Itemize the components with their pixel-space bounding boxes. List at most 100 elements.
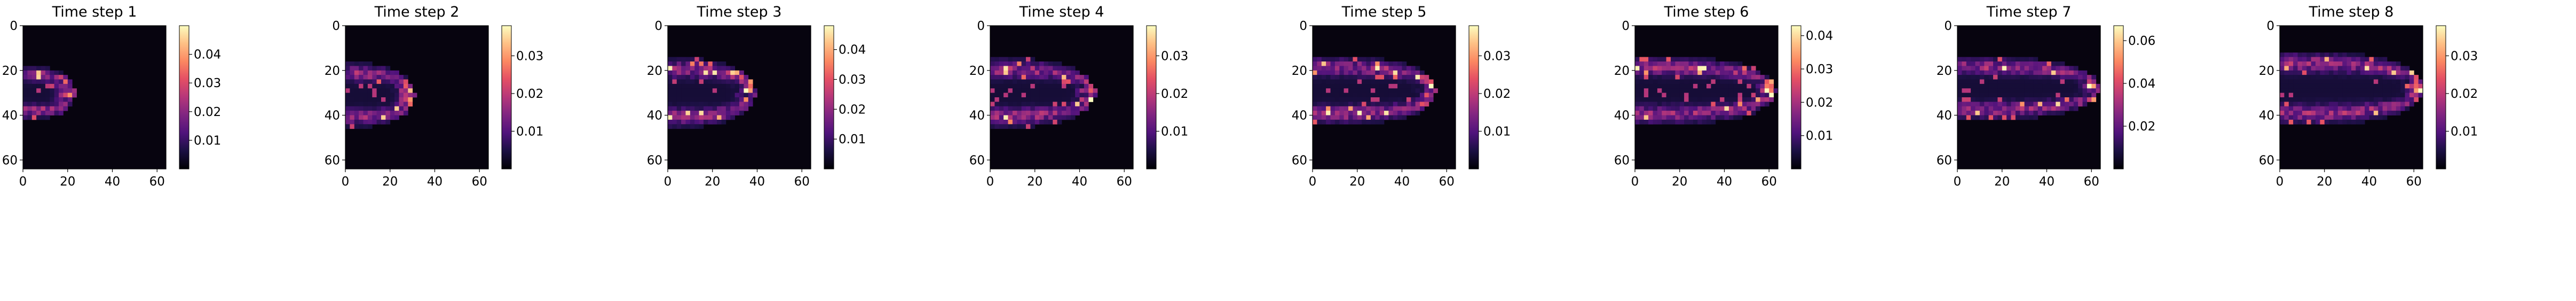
heatmap-cell xyxy=(1411,102,1416,107)
x-tick-label: 0 xyxy=(342,175,350,189)
heatmap-cell xyxy=(676,92,682,98)
heatmap-cell xyxy=(2320,111,2325,115)
heatmap-cell xyxy=(2320,106,2325,111)
heatmap-cell xyxy=(2091,92,2097,98)
heatmap-cell xyxy=(2297,83,2303,89)
heatmap-cell xyxy=(1026,57,1031,62)
heatmap-cell xyxy=(1344,83,1349,89)
heatmap-cell xyxy=(1313,70,1317,75)
heatmap-cell xyxy=(2046,70,2052,75)
heatmap-cell xyxy=(1684,102,1689,107)
heatmap-cell xyxy=(1388,61,1394,66)
heatmap-cell xyxy=(36,92,41,98)
heatmap-cell xyxy=(385,83,391,89)
heatmap-cell xyxy=(1079,92,1085,98)
heatmap-cell xyxy=(1984,97,1989,102)
heatmap-cell xyxy=(1975,88,1980,94)
heatmap-cell xyxy=(2320,66,2325,71)
heatmap-cell xyxy=(1053,88,1058,94)
heatmap-cell xyxy=(694,66,700,71)
heatmap-cell xyxy=(50,79,55,84)
heatmap-cell xyxy=(2382,57,2388,62)
heatmap-cell xyxy=(1643,102,1649,107)
heatmap-cell xyxy=(1671,115,1676,120)
heatmap-cell xyxy=(1720,115,1725,120)
y-tick-label: 40 xyxy=(1614,109,1630,123)
heatmap-cell xyxy=(1326,97,1331,102)
heatmap-cell xyxy=(1039,92,1044,98)
heatmap-cell xyxy=(1643,111,1649,115)
heatmap-cell xyxy=(2091,97,2097,102)
heatmap-cell xyxy=(1635,83,1640,89)
heatmap-cell xyxy=(1044,97,1049,102)
heatmap-cell xyxy=(2329,79,2334,84)
heatmap-cell xyxy=(1997,97,2003,102)
heatmap-cell xyxy=(2073,75,2079,80)
heatmap-cell xyxy=(359,119,364,125)
heatmap-cell xyxy=(1724,88,1729,94)
heatmap-cell xyxy=(345,61,350,66)
heatmap-cell xyxy=(1388,70,1394,75)
heatmap-cell xyxy=(2011,70,2016,75)
heatmap-cell xyxy=(1026,102,1031,107)
heatmap-cell xyxy=(1671,70,1676,75)
heatmap-cell xyxy=(2405,75,2410,80)
heatmap-cell xyxy=(2324,111,2329,115)
heatmap-cell xyxy=(27,88,33,94)
heatmap-cell xyxy=(1653,97,1658,102)
heatmap-cell xyxy=(2356,83,2361,89)
heatmap-cell xyxy=(1988,97,1994,102)
heatmap-cell xyxy=(2020,61,2025,66)
heatmap-cell xyxy=(1321,115,1326,120)
heatmap-cell xyxy=(1353,66,1358,71)
heatmap-cell xyxy=(1353,57,1358,62)
heatmap-cell xyxy=(372,79,377,84)
heatmap-cell xyxy=(2002,92,2007,98)
heatmap-cell xyxy=(2405,83,2410,89)
heatmap-cell xyxy=(2396,92,2401,98)
heatmap-cell xyxy=(1666,66,1671,71)
heatmap-cell xyxy=(1088,88,1094,94)
heatmap-cell xyxy=(1737,61,1743,66)
heatmap-cell xyxy=(1321,57,1326,62)
heatmap-cell xyxy=(1008,119,1013,125)
heatmap-cell xyxy=(2280,57,2285,62)
heatmap-cell xyxy=(1057,66,1062,71)
heatmap-cell xyxy=(2069,83,2074,89)
heatmap-cell xyxy=(390,88,395,94)
heatmap-cell xyxy=(385,79,391,84)
heatmap-cell xyxy=(2418,79,2423,84)
heatmap-cell xyxy=(1044,111,1049,115)
heatmap-cell xyxy=(1764,79,1769,84)
heatmap-cell xyxy=(2356,92,2361,98)
heatmap-cell xyxy=(1062,115,1066,120)
heatmap-cell xyxy=(994,70,1000,75)
heatmap-cell xyxy=(1997,79,2003,84)
heatmap-cell xyxy=(1379,88,1385,94)
heatmap-cell xyxy=(1751,97,1756,102)
heatmap-cell xyxy=(721,106,726,111)
heatmap-cell xyxy=(999,119,1004,125)
heatmap-cell xyxy=(2037,102,2043,107)
heatmap-cell xyxy=(2373,70,2379,75)
colorbar-tick-label: 0.01 xyxy=(2451,125,2478,138)
heatmap-cell xyxy=(1375,66,1380,71)
heatmap-cell xyxy=(717,88,722,94)
heatmap-cell xyxy=(1997,88,2003,94)
heatmap-cell xyxy=(1066,79,1071,84)
heatmap-cell xyxy=(1653,57,1658,62)
heatmap-cell xyxy=(1666,102,1671,107)
heatmap-cell xyxy=(1657,79,1662,84)
heatmap-cell xyxy=(730,79,736,84)
heatmap-cell xyxy=(2015,70,2020,75)
heatmap-cell xyxy=(403,88,408,94)
heatmap-cell xyxy=(1384,92,1389,98)
heatmap-cell xyxy=(699,61,704,66)
heatmap-cell xyxy=(23,79,28,84)
heatmap-cell xyxy=(1639,66,1645,71)
heatmap-cell xyxy=(2280,83,2285,89)
heatmap-cell xyxy=(2091,88,2097,94)
heatmap-cell xyxy=(2409,79,2414,84)
heatmap-cell xyxy=(1702,115,1707,120)
heatmap-cell xyxy=(1357,102,1362,107)
